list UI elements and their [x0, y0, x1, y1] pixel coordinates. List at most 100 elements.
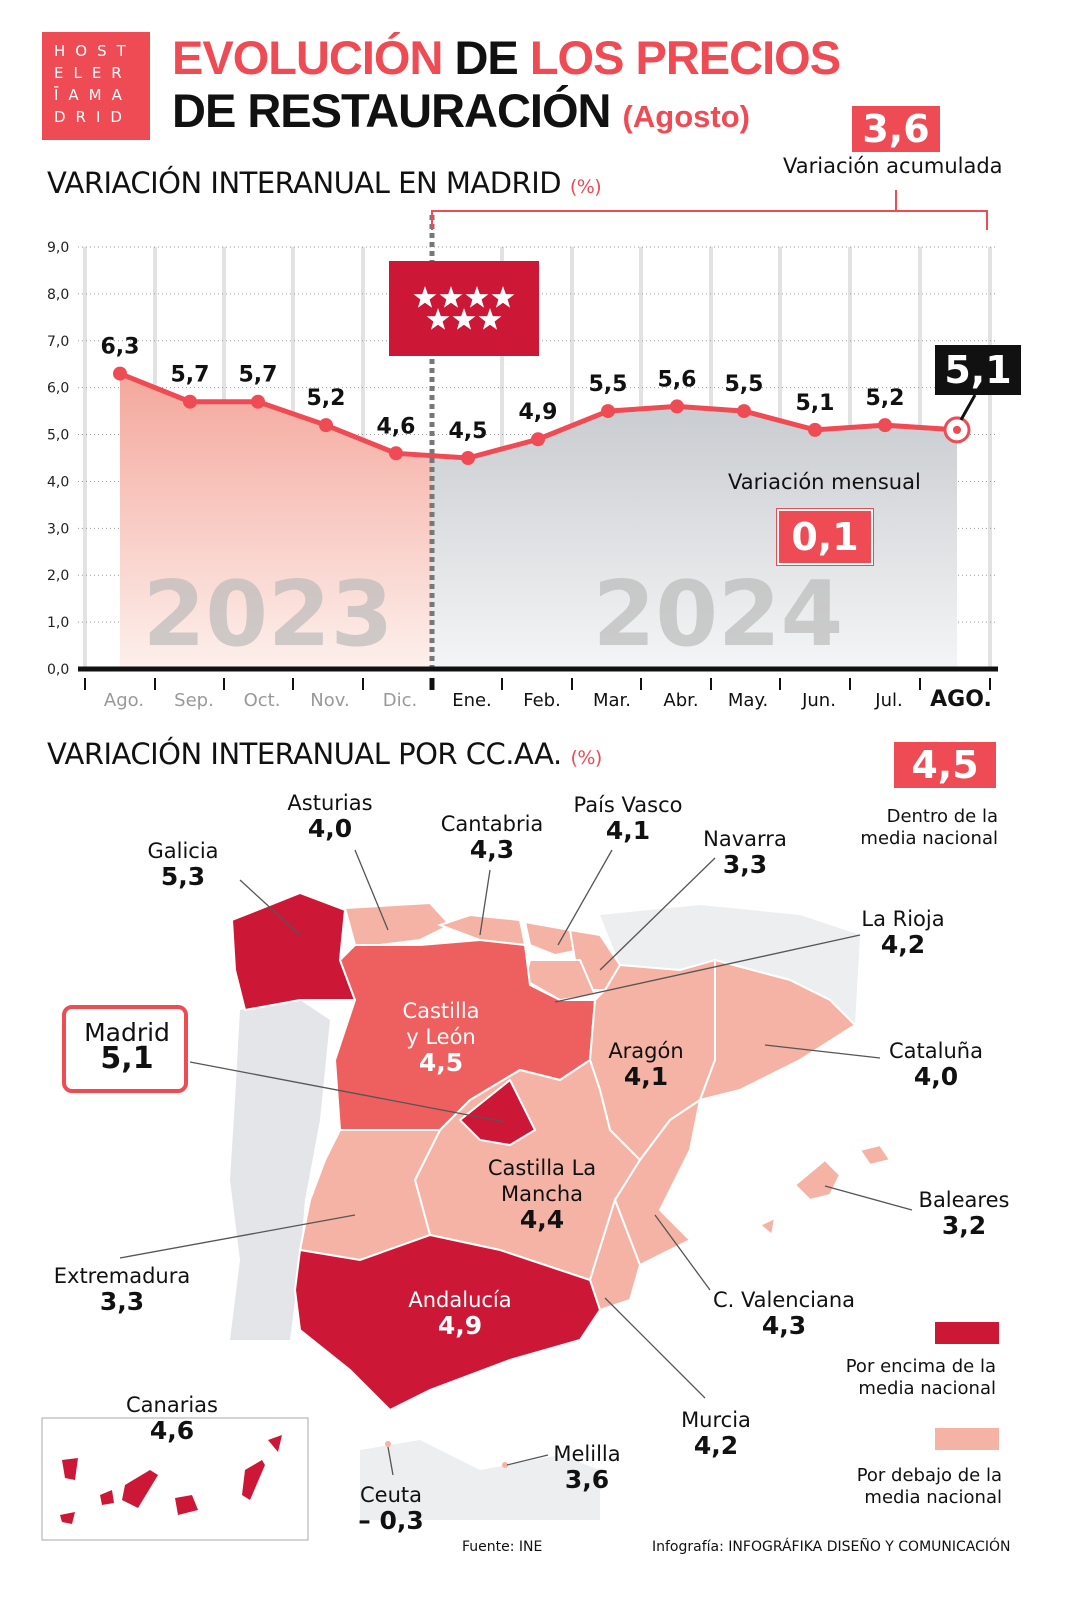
data-point — [461, 451, 475, 465]
data-point — [670, 399, 684, 414]
section-unit: (%) — [569, 176, 602, 198]
credit-note: Infografía: INFOGRÁFIKA DISEÑO Y COMUNIC… — [652, 1539, 1011, 1555]
region-ceuta[interactable] — [385, 1441, 391, 1447]
data-label: 6,3 — [101, 335, 140, 360]
area-2023 — [120, 373, 432, 669]
x-tick-label: Mar. — [593, 690, 631, 711]
region-value: 4,0 — [307, 814, 353, 843]
region-value: 5,1 — [100, 1041, 154, 1076]
region-name: Ceuta — [360, 1483, 422, 1507]
region-label: Cantabria 4,3 — [392, 811, 592, 863]
flag-star-icon — [465, 286, 489, 308]
canarias-inset-box — [41, 1417, 309, 1541]
region-value: 4,5 — [418, 1048, 464, 1077]
x-tick-label: May. — [728, 690, 768, 711]
source-note: Fuente: INE — [462, 1539, 543, 1555]
region-label: Murcia 4,2 — [616, 1407, 816, 1459]
section-madrid-title: VARIACIÓN INTERANUAL EN MADRID (%) — [47, 166, 602, 200]
region-label: Extremadura 3,3 — [22, 1263, 222, 1315]
flag-star-icon — [478, 308, 502, 330]
region-value: 3,3 — [722, 850, 768, 879]
national-average-badge: 4,5 — [894, 742, 996, 788]
credit-prefix: Infografía: — [652, 1539, 724, 1555]
region-melilla[interactable] — [502, 1462, 508, 1468]
data-point — [183, 394, 197, 409]
data-label: 4,6 — [377, 414, 416, 439]
region-asturias[interactable] — [343, 901, 452, 946]
data-label: 5,2 — [307, 386, 346, 411]
data-label: 4,5 — [449, 419, 488, 444]
x-tick-label: Nov. — [310, 690, 349, 711]
x-tick-label: Feb. — [523, 690, 561, 711]
region-cataluna[interactable] — [698, 958, 857, 1102]
data-label: 5,5 — [589, 372, 628, 397]
region-madrid[interactable] — [458, 1078, 537, 1147]
region-value: 4,1 — [623, 1062, 669, 1091]
data-point — [113, 366, 127, 381]
region-label: Navarra 3,3 — [645, 826, 845, 878]
data-label: 5,7 — [239, 363, 278, 388]
region-name: Extremadura — [53, 1264, 191, 1288]
region-baleares[interactable] — [758, 1143, 892, 1237]
monthly-value-badge: 0,1 — [777, 509, 873, 565]
y-tick-label: 0,0 — [47, 662, 69, 678]
year-watermark: 2024 — [593, 562, 844, 667]
line-chart: 0,0 1,0 2,0 3,0 4,0 5,0 6,0 7,0 8,0 9,0 2023 2024 6,… — [47, 190, 998, 712]
accumulated-bracket — [431, 210, 988, 230]
current-data-point-center — [953, 425, 961, 434]
region-value: 4,2 — [693, 1431, 739, 1460]
region-label: Aragón 4,1 — [546, 1038, 746, 1090]
region-label: Asturias 4,0 — [230, 790, 430, 842]
region-value: 3,2 — [941, 1211, 987, 1240]
legend-below-swatch — [935, 1428, 999, 1450]
region-cantabria[interactable] — [437, 913, 527, 947]
region-value: 4,2 — [880, 930, 926, 959]
y-tick-label: 5,0 — [47, 428, 69, 444]
flag-star-icon — [426, 308, 450, 330]
region-name: Cataluña — [889, 1039, 983, 1063]
region-value: 4,1 — [605, 816, 651, 845]
flag-star-icon — [452, 308, 476, 330]
hosteleria-madrid-logo: HOST ELER ĪAMA DRID — [42, 32, 150, 140]
region-label: Galicia 5,3 — [83, 838, 283, 890]
credit-name: INFOGRÁFIKA DISEÑO Y COMUNICACIÓN — [728, 1539, 1011, 1555]
year-watermark: 2023 — [143, 562, 394, 667]
region-value: 4,0 — [913, 1062, 959, 1091]
title-subtitle: (Agosto) — [622, 99, 750, 134]
region-name: Navarra — [703, 827, 787, 851]
legend-above-swatch — [935, 1322, 999, 1344]
region-name: Castilla y León — [402, 999, 480, 1049]
region-name: Cantabria — [440, 812, 544, 836]
region-galicia[interactable] — [230, 891, 357, 1012]
region-label: Canarias 4,6 — [72, 1392, 272, 1444]
section-title-text: VARIACIÓN INTERANUAL POR CC.AA. — [47, 737, 562, 771]
data-point — [319, 418, 333, 433]
data-label: 5,2 — [866, 386, 905, 411]
title-part: LOS PRECIOS — [529, 31, 841, 84]
region-label: País Vasco 4,1 — [528, 792, 728, 844]
region-name: Melilla — [553, 1442, 621, 1466]
region-name: Asturias — [287, 791, 373, 815]
flag-star-icon — [491, 286, 515, 308]
region-canarias[interactable] — [60, 1435, 282, 1524]
region-label: Melilla 3,6 — [487, 1441, 687, 1493]
logo-line: DRID — [54, 108, 132, 126]
x-tick-label: Dic. — [383, 690, 417, 711]
logo-line: HOST — [54, 42, 136, 60]
title-line-1: EVOLUCIÓN DE LOS PRECIOS — [172, 31, 841, 84]
data-point — [389, 446, 403, 461]
region-value: 4,6 — [149, 1416, 195, 1445]
current-value-callout: 5,1 — [935, 345, 1021, 395]
region-label: La Rioja 4,2 — [803, 906, 1003, 958]
x-tick-label: AGO. — [930, 687, 992, 712]
title-line-2: DE RESTAURACIÓN (Agosto) — [172, 86, 750, 142]
accumulated-label: Variación acumulada — [783, 154, 1003, 178]
y-tick-label: 6,0 — [47, 381, 69, 397]
region-value: 3,6 — [564, 1465, 610, 1494]
y-tick-label: 3,0 — [47, 521, 69, 537]
title-part: DE RESTAURACIÓN — [172, 84, 611, 137]
leader-lines — [119, 849, 913, 1476]
region-andalucia[interactable] — [293, 1233, 602, 1412]
area-2024 — [432, 406, 957, 669]
